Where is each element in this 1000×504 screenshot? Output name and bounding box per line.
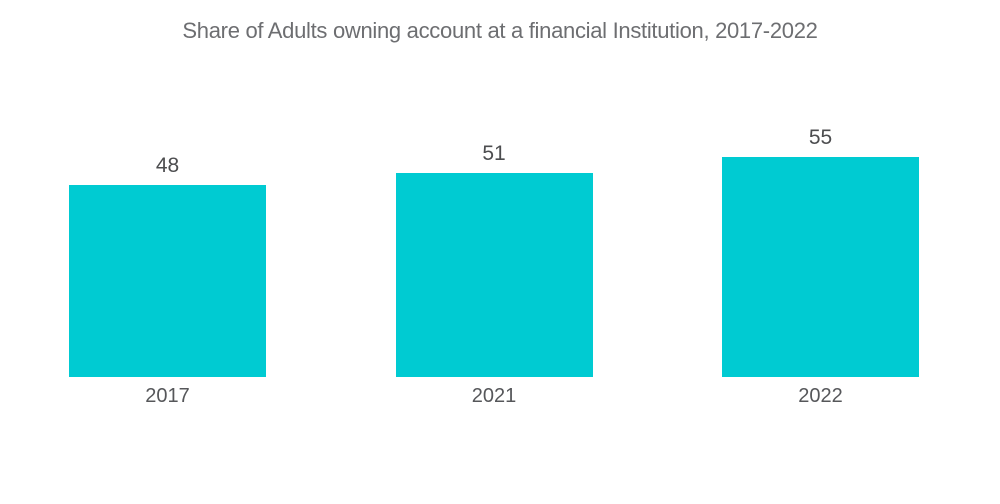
category-label: 2022 [798,385,843,407]
bar-group: 55 2022 [722,125,919,407]
bar-group: 51 2021 [395,141,593,407]
category-label: 2017 [145,385,190,407]
bar-group: 48 2017 [69,153,266,407]
chart-title: Share of Adults owning account at a fina… [182,18,818,43]
bar-value-label: 48 [155,154,180,177]
bar [395,173,593,377]
bar [722,157,919,377]
bar-chart-plot-area: 48 2017 51 2021 55 2022 [69,125,919,407]
bar-value-label: 51 [482,142,506,165]
bar [69,185,266,377]
bar-value-label: 55 [808,126,833,149]
category-label: 2021 [471,385,517,407]
